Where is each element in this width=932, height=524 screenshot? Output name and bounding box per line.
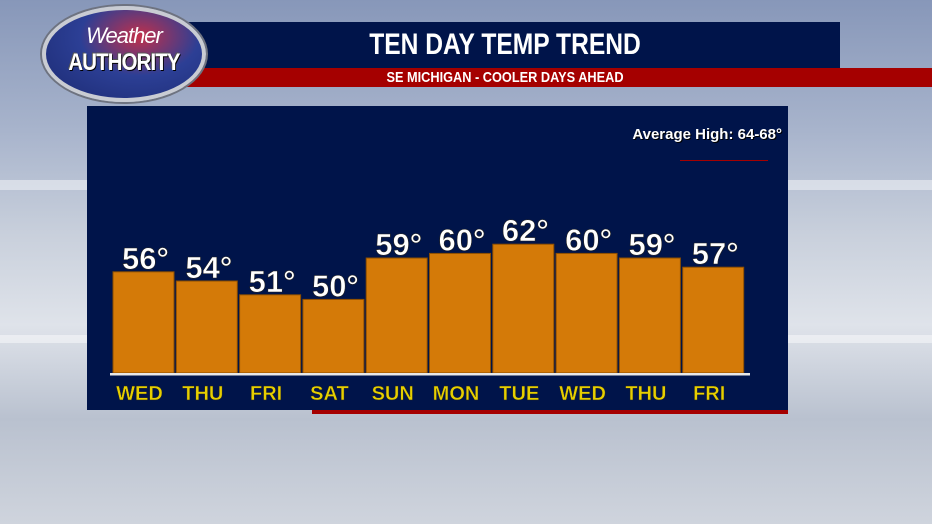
day-label: THU [182, 383, 223, 405]
bar-2 [239, 294, 302, 374]
bar-3 [302, 298, 365, 374]
page-title: TEN DAY TEMP TREND [369, 28, 641, 61]
day-label: SUN [372, 383, 414, 405]
value-label: 60° [565, 222, 612, 257]
day-label: WED [116, 383, 163, 405]
subtitle: SE MICHIGAN - COOLER DAYS AHEAD [386, 69, 624, 86]
average-high-annotation: Average High: 64-68° [632, 126, 782, 143]
bar-9 [682, 266, 745, 374]
subtitle-banner: SE MICHIGAN - COOLER DAYS AHEAD [100, 68, 932, 87]
value-label: 56° [122, 241, 169, 276]
bar-7 [555, 252, 618, 374]
day-label: FRI [250, 383, 282, 405]
logo-text-authority: AUTHORITY [68, 49, 180, 76]
bar-1 [175, 280, 238, 374]
value-label: 57° [692, 236, 739, 271]
bar-0 [112, 271, 175, 374]
value-label: 62° [502, 213, 549, 248]
average-high-underline [680, 160, 768, 161]
bar-5 [429, 252, 491, 374]
value-label: 59° [375, 227, 422, 262]
day-label: WED [559, 383, 606, 405]
day-label: THU [625, 383, 666, 405]
value-label: 50° [312, 268, 359, 303]
weather-authority-logo: Weather AUTHORITY [42, 6, 206, 102]
value-label: 60° [439, 222, 486, 257]
bar-4 [365, 257, 428, 374]
day-label: TUE [499, 383, 539, 405]
title-banner: TEN DAY TEMP TREND [170, 22, 840, 68]
baseline-axis [110, 373, 750, 376]
bar-6 [492, 243, 555, 374]
day-label: FRI [693, 383, 725, 405]
panel-red-accent [312, 410, 788, 414]
day-label: SAT [310, 383, 349, 405]
value-label: 51° [249, 264, 296, 299]
day-label: MON [433, 383, 480, 405]
floor-reflection: WED THU FRI SAT SUN MON TUE WED THU FRI [0, 500, 932, 524]
value-label: 54° [185, 250, 232, 285]
logo-text-weather: Weather [86, 23, 163, 48]
bar-8 [618, 257, 681, 374]
value-label: 59° [628, 227, 675, 262]
